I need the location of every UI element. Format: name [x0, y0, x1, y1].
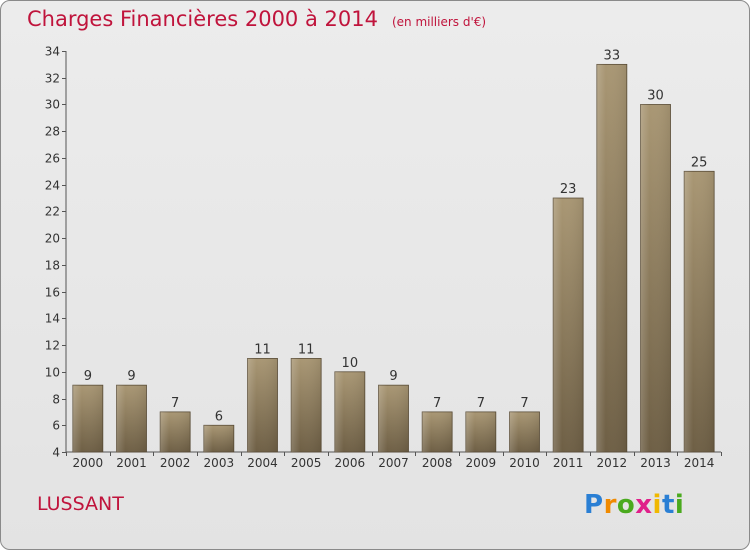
- x-tick-label: 2007: [378, 456, 409, 470]
- data-label: 6: [215, 409, 223, 424]
- bar-highlight: [247, 358, 278, 452]
- bar-highlight: [684, 171, 715, 453]
- logo-letter: i: [674, 490, 685, 520]
- bar-highlight: [422, 411, 453, 452]
- x-tick-label: 2002: [160, 456, 191, 470]
- x-tick-label: 2012: [597, 456, 628, 470]
- x-tick-label: 2000: [73, 456, 104, 470]
- bar-highlight: [596, 64, 627, 452]
- y-tick-label: 34: [45, 45, 60, 59]
- data-label: 7: [477, 396, 485, 411]
- bar-highlight: [465, 411, 496, 452]
- x-tick-label: 2011: [553, 456, 584, 470]
- y-tick-label: 12: [45, 339, 60, 353]
- place-name: LUSSANT: [37, 493, 124, 515]
- bar-highlight: [72, 385, 103, 452]
- y-tick-label: 22: [45, 205, 60, 219]
- data-label: 11: [254, 342, 271, 357]
- y-tick-label: 4: [52, 446, 60, 460]
- chart-title: Charges Financières 2000 à 2014 (en milli…: [27, 7, 486, 31]
- y-tick-label: 26: [45, 152, 60, 166]
- y-tick-label: 10: [45, 366, 60, 380]
- chart-unit: (en milliers d'€): [391, 15, 487, 29]
- x-tick-label: 2001: [116, 456, 147, 470]
- data-label: 33: [604, 48, 621, 63]
- data-label: 23: [560, 182, 577, 197]
- y-tick-label: 28: [45, 125, 60, 139]
- data-label: 7: [520, 396, 528, 411]
- data-label: 9: [84, 369, 92, 384]
- logo-letter: x: [635, 490, 653, 520]
- y-tick-label: 16: [45, 286, 60, 300]
- x-tick-label: 2013: [640, 456, 671, 470]
- logo-letter: i: [652, 490, 662, 520]
- chart-title-text: Charges Financières 2000 à 2014: [27, 7, 378, 31]
- y-tick-label: 20: [45, 232, 60, 246]
- x-tick-label: 2014: [684, 456, 715, 470]
- y-tick-label: 6: [52, 419, 60, 433]
- y-tick-label: 18: [45, 259, 60, 273]
- bars: [72, 63, 715, 453]
- data-label: 25: [691, 155, 708, 170]
- logo-letter: P: [584, 490, 604, 520]
- data-label: 7: [433, 396, 441, 411]
- x-tick-label: 2008: [422, 456, 453, 470]
- y-tick-label: 30: [45, 98, 60, 112]
- logo-letter: r: [603, 490, 617, 520]
- x-tick-label: 2010: [509, 456, 540, 470]
- data-label: 7: [171, 396, 179, 411]
- bar-highlight: [640, 104, 671, 452]
- x-tick-label: 2009: [466, 456, 497, 470]
- y-tick-label: 14: [45, 312, 60, 326]
- x-tick-label: 2003: [204, 456, 235, 470]
- axes: 4 6 8 10 12 14 16 18 20 22 24 26 28 30 32 34 2000 2001 200…: [45, 45, 722, 470]
- bar-highlight: [160, 411, 191, 452]
- bar-highlight: [116, 385, 147, 452]
- logo-letter: t: [661, 490, 675, 520]
- bar-highlight: [291, 358, 322, 452]
- bar-highlight: [378, 385, 409, 452]
- bar-highlight: [203, 425, 234, 452]
- x-tick-label: 2006: [335, 456, 366, 470]
- bar-highlight: [334, 371, 365, 452]
- y-tick-label: 24: [45, 179, 60, 193]
- proxiti-logo: Proxiti: [584, 490, 684, 520]
- data-label: 11: [298, 342, 315, 357]
- logo-letter: o: [616, 490, 636, 520]
- data-label: 9: [127, 369, 135, 384]
- x-tick-label: 2005: [291, 456, 322, 470]
- bar-highlight: [553, 198, 584, 452]
- data-label: 10: [342, 356, 359, 371]
- data-label: 30: [647, 88, 664, 103]
- y-tick-label: 8: [52, 393, 60, 407]
- data-label: 9: [389, 369, 397, 384]
- x-tick-label: 2004: [247, 456, 278, 470]
- y-tick-label: 32: [45, 72, 60, 86]
- bar-highlight: [509, 411, 540, 452]
- data-labels: 9 9 7 6 11 11 10 9 7 7 7 23 33 30 25: [84, 48, 708, 424]
